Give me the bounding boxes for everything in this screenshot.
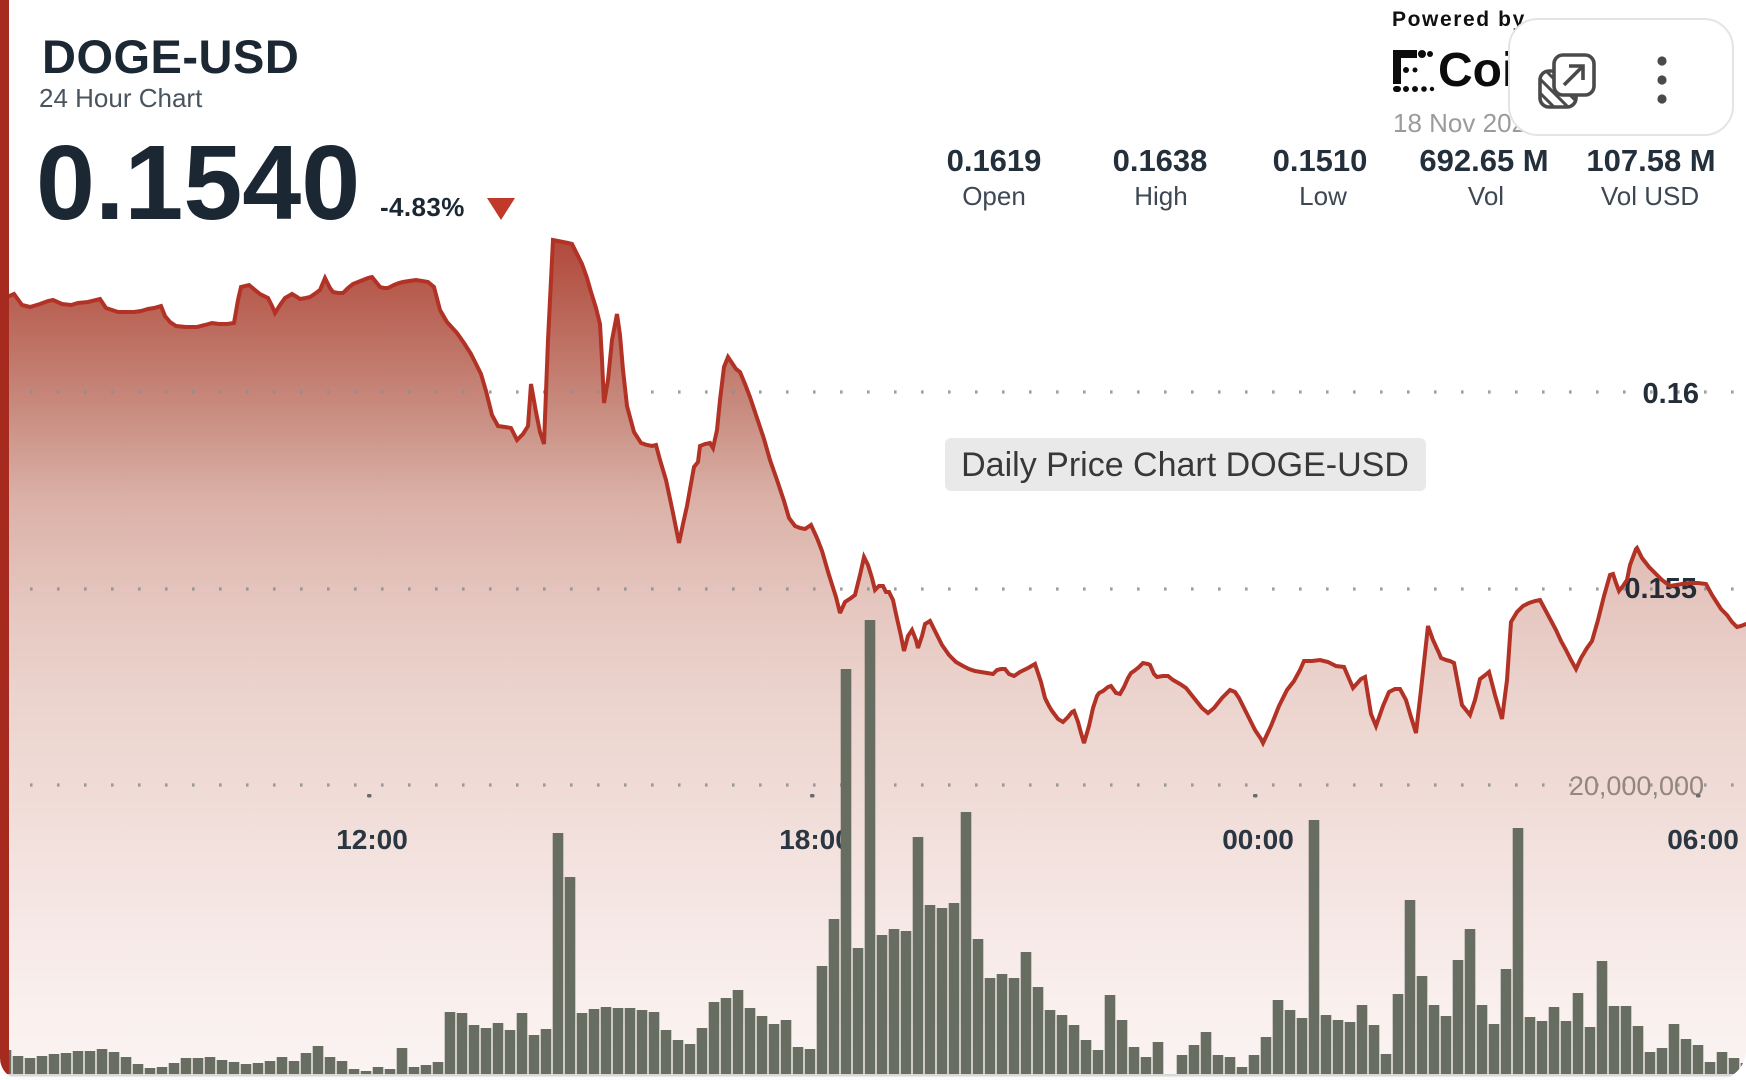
svg-text:06:00: 06:00 — [1667, 824, 1739, 855]
svg-text:18:00: 18:00 — [779, 824, 851, 855]
svg-text:12:00: 12:00 — [336, 824, 408, 855]
svg-text:0.16: 0.16 — [1643, 378, 1699, 410]
svg-text:00:00: 00:00 — [1222, 824, 1294, 855]
svg-text:20,000,000: 20,000,000 — [1569, 771, 1704, 801]
